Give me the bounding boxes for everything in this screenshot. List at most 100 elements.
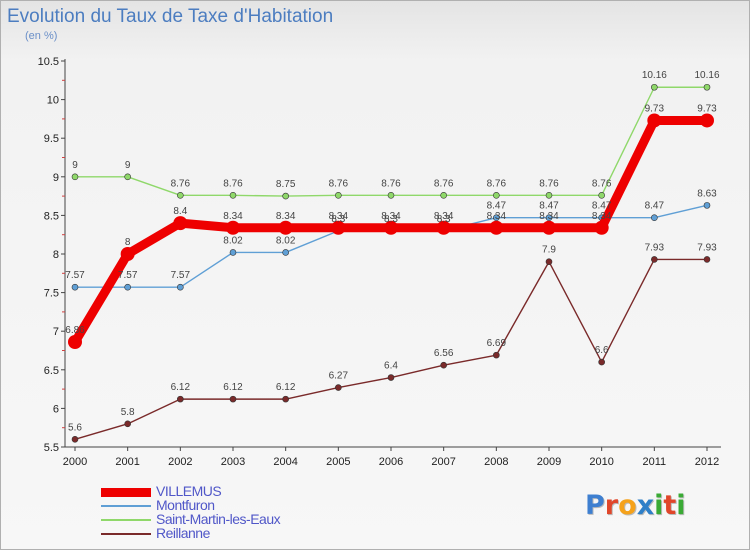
data-label: 8.76 (223, 178, 243, 189)
legend-swatch (101, 505, 151, 507)
series-lines (68, 83, 714, 443)
data-point (545, 192, 553, 199)
data-point (335, 384, 342, 391)
data-label: 6.12 (223, 382, 243, 393)
data-point (229, 192, 237, 199)
data-label: 8.75 (276, 179, 296, 190)
data-point (282, 249, 289, 256)
logo-letter: r (604, 490, 619, 521)
data-label: 6.27 (329, 371, 349, 382)
data-point (436, 220, 451, 235)
data-point (124, 283, 131, 291)
y-tick-label: 8 (53, 249, 59, 261)
data-label: 8.02 (223, 235, 243, 246)
legend-swatch (101, 533, 151, 535)
data-point (700, 113, 714, 128)
data-point (331, 220, 346, 235)
data-point (282, 192, 289, 200)
data-label: 6.6 (595, 345, 609, 356)
data-label: 6.12 (276, 382, 296, 393)
data-point (278, 220, 293, 235)
data-label: 8.76 (487, 178, 507, 189)
data-point (493, 192, 500, 199)
y-tick-label: 7 (53, 326, 59, 338)
data-label: 6.4 (384, 361, 398, 372)
x-tick-label: 2002 (168, 456, 192, 468)
data-point (68, 335, 82, 350)
data-label: 5.8 (121, 407, 135, 418)
data-point (177, 192, 184, 199)
data-point (545, 214, 553, 222)
data-label: 8.76 (592, 178, 612, 189)
y-tick-label: 9.5 (44, 133, 59, 145)
data-point (124, 173, 131, 181)
y-tick-label: 10.5 (38, 56, 59, 68)
data-point (71, 435, 79, 443)
y-tick-label: 10 (47, 95, 59, 107)
data-point (598, 358, 605, 366)
y-tick-label: 9 (53, 172, 59, 184)
data-point (177, 283, 184, 291)
legend-label: Saint-Martin-les-Eaux (156, 511, 281, 527)
data-label: 8.34 (223, 211, 243, 222)
x-tick-label: 2011 (643, 456, 667, 468)
data-point (651, 256, 658, 263)
data-point (703, 256, 711, 263)
data-point (384, 220, 398, 235)
data-label: 8.3 (384, 214, 398, 225)
data-point (703, 202, 711, 209)
data-point (335, 192, 342, 199)
y-tick-label: 6 (53, 403, 59, 415)
legend-label: Montfuron (156, 497, 215, 513)
data-point (120, 247, 135, 261)
data-label: 7.57 (171, 270, 191, 281)
data-point (703, 83, 711, 91)
x-tick-label: 2006 (379, 456, 403, 468)
data-point (226, 220, 240, 235)
data-label: 7.57 (65, 270, 85, 281)
data-label: 8.3 (331, 214, 345, 225)
data-label: 6.56 (434, 348, 454, 359)
data-point (647, 113, 662, 128)
x-tick-label: 2005 (326, 456, 350, 468)
data-point (71, 173, 79, 181)
y-tick-label: 8.5 (44, 210, 59, 222)
x-tick-label: 2010 (589, 456, 613, 468)
x-tick-label: 2012 (695, 456, 719, 468)
data-label: 8.47 (539, 201, 559, 212)
x-tick-label: 2000 (63, 456, 87, 468)
data-label: 7.93 (697, 242, 717, 253)
data-label: 8.34 (487, 211, 507, 222)
data-label: 8.76 (329, 178, 349, 189)
logo-letter: o (618, 490, 637, 521)
chart-title: Evolution du Taux de Taxe d'Habitation (7, 6, 334, 27)
data-label: 8.76 (171, 178, 191, 189)
data-label: 8.34 (329, 211, 349, 222)
data-point (545, 258, 553, 266)
data-label: 8.47 (645, 201, 665, 212)
data-point (173, 216, 188, 231)
data-point (598, 192, 605, 199)
data-label: 10.16 (642, 70, 667, 81)
data-point (489, 220, 504, 235)
data-point (229, 249, 237, 256)
chart-unit-label: (en %) (25, 30, 58, 42)
data-point (440, 192, 447, 199)
data-point (594, 220, 609, 235)
data-label: 5.6 (68, 422, 82, 433)
y-tick-label: 6.5 (44, 365, 59, 377)
proxiti-logo: Proxiti (585, 490, 686, 521)
data-label: 10.16 (694, 70, 719, 81)
x-tick-label: 2001 (115, 456, 139, 468)
data-label: 8.76 (381, 178, 401, 189)
data-label: 6.12 (171, 382, 191, 393)
x-tick-label: 2009 (537, 456, 561, 468)
data-label: 9 (72, 160, 78, 171)
legend-swatch (101, 519, 151, 521)
x-tick-label: 2008 (484, 456, 508, 468)
data-label: 8.63 (697, 188, 717, 199)
data-label: 8.34 (434, 211, 454, 222)
legend-label: VILLEMUS (156, 483, 222, 499)
data-label: 8 (125, 237, 131, 248)
